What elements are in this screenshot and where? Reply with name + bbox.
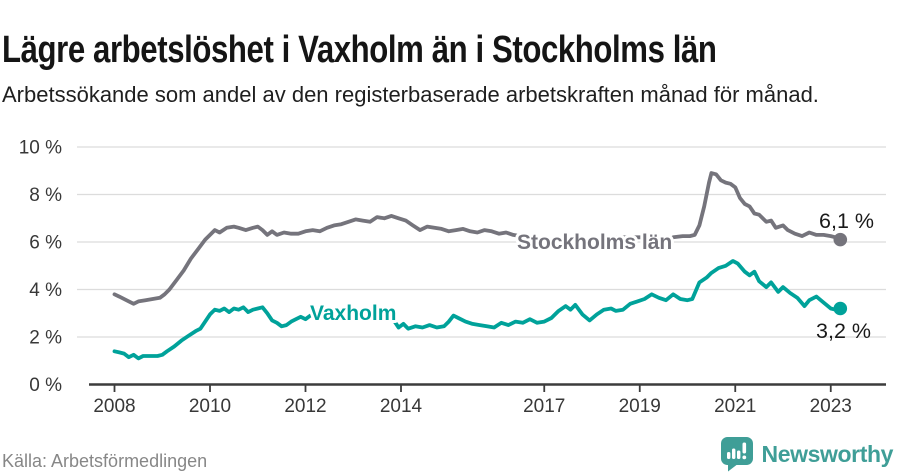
x-tick-label: 2019 — [619, 396, 661, 417]
y-tick-label: 0 % — [29, 375, 62, 396]
chart-subtitle: Arbetssökande som andel av den registerb… — [2, 82, 819, 107]
y-tick-label: 6 % — [29, 233, 62, 254]
x-tick-label: 2010 — [189, 396, 231, 417]
x-tick-label: 2017 — [523, 396, 565, 417]
series-end-dot-stockholms-län — [833, 232, 848, 247]
x-tick-label: 2014 — [380, 396, 423, 417]
series-line-vaxholm — [112, 259, 843, 361]
y-tick-label: 4 % — [29, 280, 62, 301]
page-title: Lägre arbetslöshet i Vaxholm än i Stockh… — [2, 29, 717, 72]
series-line-stockholms-län — [112, 171, 843, 306]
newsworthy-brand: Newsworthy — [720, 436, 894, 472]
y-tick-label: 8 % — [29, 185, 62, 206]
series-end-dot-vaxholm — [833, 301, 848, 316]
brand-wordmark: Newsworthy — [761, 440, 894, 467]
y-tick-label: 2 % — [29, 328, 62, 349]
y-tick-label: 10 % — [19, 138, 62, 159]
barchart-exclamation-glyph — [726, 442, 746, 459]
source-note: Källa: Arbetsförmedlingen — [2, 451, 208, 471]
x-tick-label: 2023 — [810, 396, 852, 417]
x-tick-label: 2021 — [714, 396, 756, 417]
x-tick-label: 2012 — [284, 396, 326, 417]
series-label-stockholms-län: Stockholms län — [517, 231, 672, 254]
series-end-value-stockholms-län: 6,1 % — [819, 209, 874, 233]
x-tick-label: 2008 — [93, 396, 135, 417]
series-label-vaxholm: Vaxholm — [310, 302, 396, 325]
series-end-value-vaxholm: 3,2 % — [816, 319, 871, 343]
newsworthy-logo-icon — [720, 436, 753, 471]
